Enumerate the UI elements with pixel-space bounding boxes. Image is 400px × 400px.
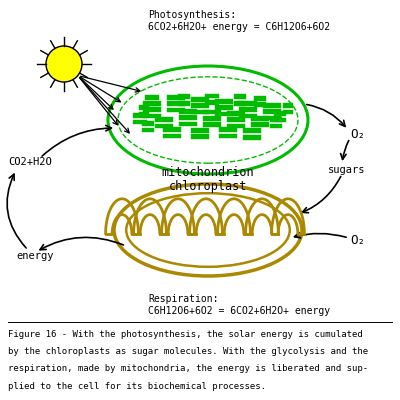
- Bar: [203, 122, 221, 127]
- Bar: [234, 94, 246, 99]
- Text: Figure 16 - With the photosynthesis, the solar energy is cumulated: Figure 16 - With the photosynthesis, the…: [8, 330, 363, 339]
- Text: sugars: sugars: [328, 165, 366, 175]
- Bar: [191, 97, 209, 102]
- Bar: [254, 102, 266, 107]
- Bar: [179, 122, 197, 126]
- Bar: [133, 113, 147, 118]
- Bar: [133, 120, 147, 124]
- Text: by the chloroplasts as sugar molecules. With the glycolysis and the: by the chloroplasts as sugar molecules. …: [8, 347, 368, 356]
- Bar: [139, 112, 149, 116]
- Bar: [243, 135, 261, 140]
- Bar: [142, 128, 154, 132]
- Text: O₂: O₂: [350, 234, 365, 246]
- Bar: [215, 99, 233, 104]
- Bar: [254, 96, 266, 101]
- Text: Photosynthesis:
6CO2+6H2O+ energy = C6H12O6+6O2: Photosynthesis: 6CO2+6H2O+ energy = C6H1…: [148, 10, 330, 32]
- Ellipse shape: [108, 66, 308, 174]
- Text: CO2+H2O: CO2+H2O: [8, 157, 52, 167]
- Bar: [155, 124, 173, 128]
- Bar: [191, 110, 209, 114]
- Bar: [263, 109, 281, 114]
- Bar: [227, 111, 245, 116]
- Bar: [270, 117, 282, 122]
- Bar: [219, 134, 237, 138]
- Bar: [178, 101, 190, 106]
- Text: mitochondrion: mitochondrion: [162, 166, 254, 179]
- Bar: [239, 107, 257, 112]
- Bar: [139, 105, 149, 110]
- Bar: [251, 116, 269, 121]
- Bar: [145, 102, 159, 106]
- Bar: [191, 103, 209, 108]
- Bar: [227, 124, 245, 128]
- Bar: [263, 116, 281, 120]
- Text: O₂: O₂: [350, 128, 365, 140]
- Bar: [283, 110, 293, 114]
- Bar: [205, 94, 219, 98]
- Bar: [205, 100, 219, 105]
- Text: plied to the cell for its biochemical processes.: plied to the cell for its biochemical pr…: [8, 382, 266, 390]
- Bar: [167, 101, 185, 106]
- Bar: [215, 105, 233, 110]
- Text: respiration, made by mitochondria, the energy is liberated and sup-: respiration, made by mitochondria, the e…: [8, 364, 368, 374]
- Bar: [145, 95, 159, 100]
- Bar: [274, 111, 286, 116]
- Bar: [239, 101, 257, 106]
- Text: chloroplast: chloroplast: [169, 180, 247, 193]
- Text: energy: energy: [16, 251, 54, 261]
- Ellipse shape: [118, 77, 298, 163]
- Bar: [203, 110, 221, 114]
- Ellipse shape: [126, 193, 290, 267]
- Bar: [179, 109, 197, 114]
- Bar: [215, 112, 233, 116]
- Bar: [191, 134, 209, 139]
- Bar: [143, 114, 161, 118]
- Bar: [227, 117, 245, 122]
- Bar: [270, 124, 282, 128]
- Bar: [167, 95, 185, 100]
- Bar: [203, 116, 221, 121]
- Ellipse shape: [114, 184, 302, 276]
- Bar: [274, 118, 286, 122]
- Bar: [163, 134, 181, 138]
- Bar: [239, 114, 257, 118]
- Bar: [143, 101, 161, 106]
- Bar: [178, 94, 190, 99]
- Bar: [142, 121, 154, 126]
- Bar: [251, 122, 269, 127]
- Bar: [263, 103, 281, 108]
- Bar: [163, 127, 181, 132]
- Circle shape: [46, 46, 82, 82]
- Bar: [283, 103, 293, 108]
- Text: Respiration:
C6H12O6+6O2 = 6CO2+6H2O+ energy: Respiration: C6H12O6+6O2 = 6CO2+6H2O+ en…: [148, 294, 330, 316]
- Bar: [155, 117, 173, 122]
- Bar: [143, 107, 161, 112]
- Bar: [167, 108, 185, 112]
- Bar: [219, 127, 237, 132]
- Bar: [234, 101, 246, 106]
- Bar: [179, 115, 197, 120]
- Bar: [191, 128, 209, 133]
- Bar: [243, 128, 261, 133]
